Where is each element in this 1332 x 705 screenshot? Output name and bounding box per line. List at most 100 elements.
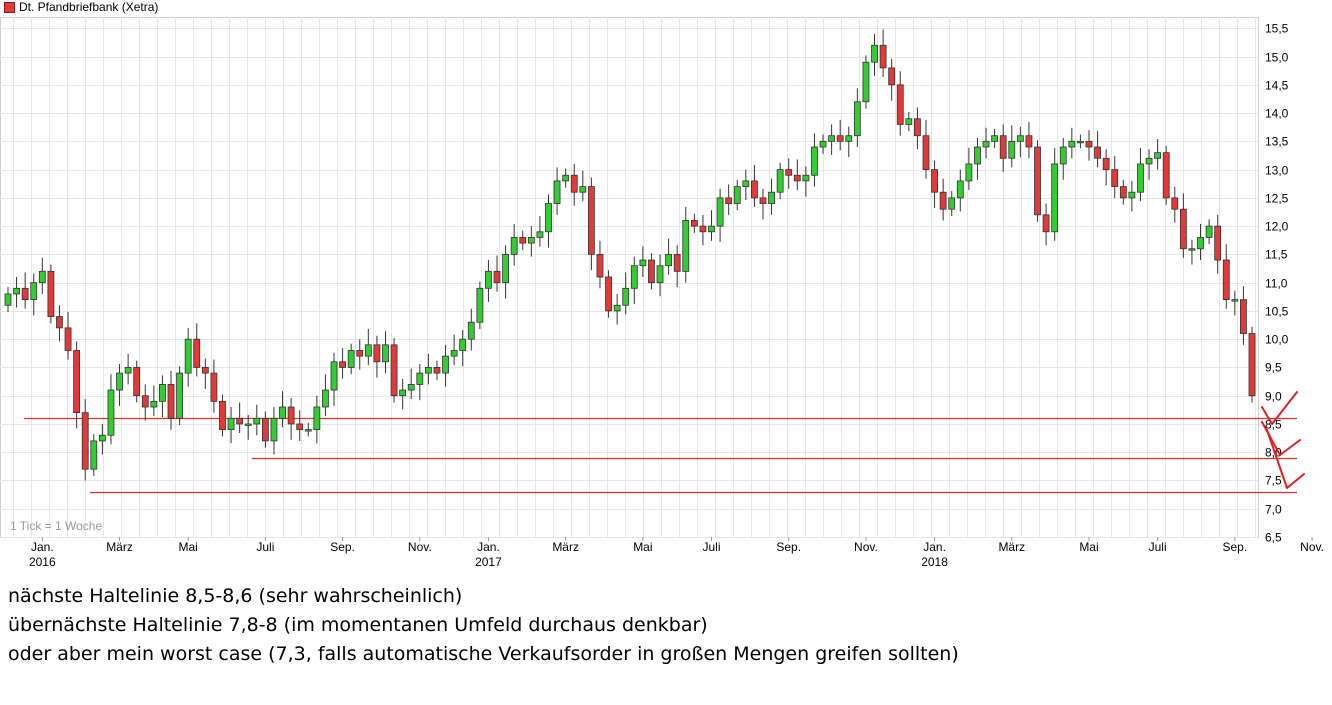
candle xyxy=(227,407,235,444)
tick-note: 1 Tick = 1 Woche xyxy=(10,519,102,533)
candle-body-up xyxy=(991,135,999,142)
axes: 6,57,07,58,08,59,09,510,010,511,011,512,… xyxy=(10,22,1324,570)
candle xyxy=(1094,131,1101,168)
candle-body-up xyxy=(682,220,690,272)
candle-body-up xyxy=(1077,140,1084,144)
candle xyxy=(450,334,458,366)
candle-body-up xyxy=(399,389,407,397)
candle xyxy=(965,148,973,190)
candle-body-up xyxy=(545,203,552,233)
candle xyxy=(244,414,252,440)
candle xyxy=(38,257,46,294)
candle-body-up xyxy=(1128,191,1136,199)
candle-body-down xyxy=(596,253,604,278)
candle xyxy=(56,305,63,342)
candle xyxy=(519,230,527,250)
candle xyxy=(759,188,767,220)
candle xyxy=(64,312,72,360)
y-tick-label: 9,0 xyxy=(1265,390,1282,404)
candle-body-up xyxy=(424,367,432,374)
candle-body-down xyxy=(836,135,844,142)
x-tick-label: März xyxy=(552,540,579,554)
candle-body-down xyxy=(141,395,149,408)
candle xyxy=(1171,186,1179,223)
y-tick-label: 14,5 xyxy=(1265,79,1289,93)
candle xyxy=(124,353,132,385)
candle xyxy=(1248,326,1256,403)
candle-body-up xyxy=(819,140,827,148)
candle xyxy=(485,260,492,302)
candle xyxy=(476,281,484,329)
candle xyxy=(407,368,415,400)
x-tick-label: Nov. xyxy=(1300,540,1324,554)
candle-body-up xyxy=(416,372,424,385)
candle-body-down xyxy=(896,84,904,125)
candle-body-up xyxy=(450,350,458,357)
candle-body-up xyxy=(184,338,192,374)
candle xyxy=(587,177,595,271)
candle-body-down xyxy=(519,237,527,244)
candle-body-down xyxy=(64,327,72,351)
candle xyxy=(871,33,878,76)
x-tick-label: März xyxy=(106,540,133,554)
candle xyxy=(30,273,38,316)
candle xyxy=(896,71,904,136)
candle-body-down xyxy=(999,135,1007,159)
candle xyxy=(596,240,604,289)
candle xyxy=(4,287,12,313)
candle-body-up xyxy=(107,389,115,436)
candle xyxy=(1111,156,1119,198)
note-line-2: übernächste Haltelinie 7,8-8 (im momenta… xyxy=(8,614,708,636)
candle-body-up xyxy=(270,417,278,442)
candle-body-up xyxy=(1205,225,1213,238)
candle-body-up xyxy=(853,101,861,137)
candle xyxy=(862,55,870,109)
x-tick-label: Jan. xyxy=(923,540,946,554)
candle-body-up xyxy=(905,118,913,125)
candle xyxy=(699,214,707,246)
candle-body-up xyxy=(98,434,106,442)
y-tick-label: 12,5 xyxy=(1265,192,1289,206)
y-tick-label: 10,5 xyxy=(1265,305,1289,319)
x-tick-label: Nov. xyxy=(408,540,432,554)
candle-body-down xyxy=(167,383,175,419)
candle xyxy=(1128,180,1136,212)
candle xyxy=(339,348,346,379)
candle xyxy=(708,210,715,241)
candle xyxy=(261,411,269,448)
candle-body-up xyxy=(13,287,20,295)
candle-body-up xyxy=(159,383,166,402)
candle-body-up xyxy=(253,417,261,425)
candle-body-up xyxy=(802,174,810,182)
candle-body-down xyxy=(1042,214,1050,233)
candle xyxy=(562,168,570,188)
candle xyxy=(836,119,844,151)
candle-body-down xyxy=(339,361,346,368)
candle xyxy=(742,169,750,201)
candle xyxy=(1008,125,1016,168)
candle xyxy=(390,338,398,403)
candle xyxy=(399,378,407,410)
candle-body-down xyxy=(1162,152,1170,199)
candle-body-up xyxy=(442,355,449,374)
support-lines xyxy=(24,417,1297,494)
candle-body-up xyxy=(485,270,492,289)
candle-body-up xyxy=(553,180,561,204)
candle xyxy=(493,255,501,292)
candle-body-down xyxy=(931,169,938,193)
candle-body-up xyxy=(510,237,518,255)
candle-body-up xyxy=(347,350,355,368)
candle-body-down xyxy=(73,350,81,414)
candle xyxy=(1102,149,1110,186)
y-tick-label: 14,0 xyxy=(1265,107,1289,121)
candle xyxy=(313,395,321,444)
candle xyxy=(922,119,930,179)
candle-body-up xyxy=(1016,135,1024,142)
candle-body-down xyxy=(648,259,655,284)
candle-body-up xyxy=(124,367,132,374)
candle xyxy=(304,422,312,437)
y-tick-label: 11,5 xyxy=(1265,248,1288,262)
candle-body-up xyxy=(742,180,750,187)
x-tick-label: Nov. xyxy=(854,540,878,554)
candle xyxy=(270,407,278,455)
